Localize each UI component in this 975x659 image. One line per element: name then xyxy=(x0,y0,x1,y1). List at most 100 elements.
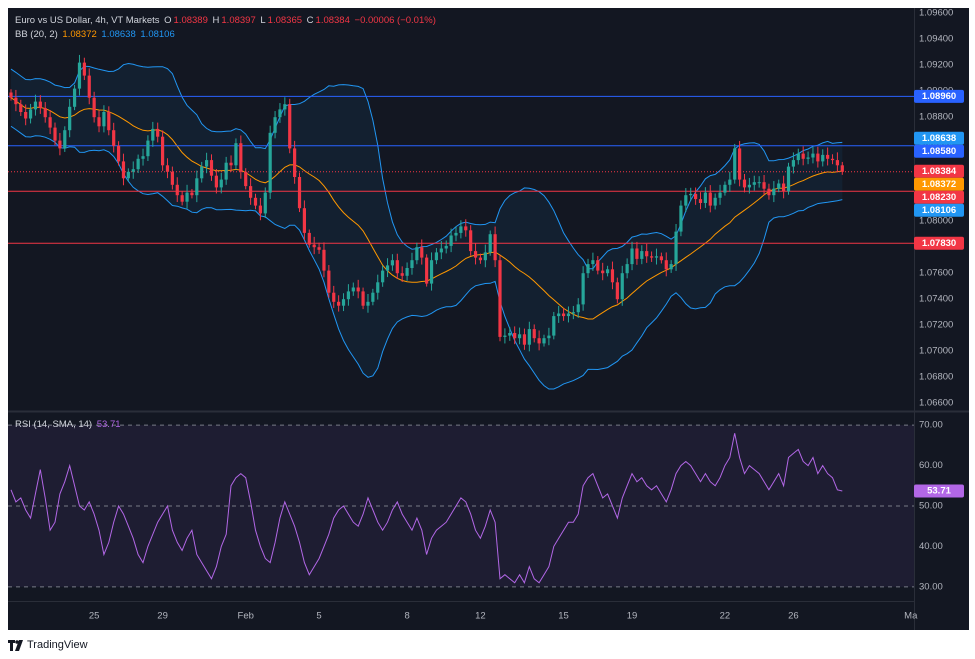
rsi-label[interactable]: RSI (14, SMA, 14) xyxy=(15,419,93,430)
candle-body xyxy=(278,109,282,118)
candle-body xyxy=(420,247,424,258)
tradingview-brand[interactable]: TradingView xyxy=(27,639,88,651)
time-axis-tick: 15 xyxy=(558,611,569,622)
candle-body xyxy=(385,265,390,271)
candle-body xyxy=(654,256,659,258)
candle-body xyxy=(234,143,238,166)
candle-body xyxy=(337,301,341,306)
candle-body xyxy=(381,270,385,283)
candle-body xyxy=(454,232,458,236)
price-label-6-box xyxy=(914,203,964,217)
candle-body xyxy=(698,199,703,203)
candle-body xyxy=(615,282,619,300)
rsi-axis-tick: 30.00 xyxy=(919,581,943,592)
candle-body xyxy=(767,188,771,196)
candle-body xyxy=(151,128,155,141)
candle-body xyxy=(87,75,91,98)
price-axis-tick: 1.08000 xyxy=(919,216,953,227)
price-label-7-box xyxy=(914,236,964,250)
bb-label[interactable]: BB (20, 2) xyxy=(15,29,58,40)
candle-body xyxy=(244,171,248,187)
candle-body xyxy=(327,270,331,293)
price-label-4-text: 1.08372 xyxy=(922,179,956,190)
candle-body xyxy=(796,153,800,161)
candle-body xyxy=(449,235,453,246)
price-axis-tick: 1.07600 xyxy=(919,268,953,279)
rsi-axis-tick: 70.00 xyxy=(919,420,943,431)
price-label-3-box xyxy=(914,164,964,178)
candle-body xyxy=(229,162,233,166)
price-label-1-text: 1.08638 xyxy=(922,133,956,144)
low-label: L xyxy=(260,15,266,26)
candle-body xyxy=(772,188,776,196)
candle-body xyxy=(82,62,86,76)
candle-body xyxy=(503,335,507,337)
candle-body xyxy=(136,158,140,170)
candle-body xyxy=(165,165,170,172)
price-label-7-text: 1.07830 xyxy=(922,238,956,249)
candle-body xyxy=(322,249,326,271)
rsi-value-label-text: 53.71 xyxy=(927,486,951,497)
time-axis-tick: 19 xyxy=(627,611,638,622)
candle-body xyxy=(640,251,644,259)
candle-body xyxy=(24,112,28,119)
price-label-0-box xyxy=(914,89,964,103)
candle-body xyxy=(703,192,707,203)
candle-body xyxy=(341,299,346,306)
candle-body xyxy=(63,130,67,149)
candle-body xyxy=(43,108,47,118)
candle-body xyxy=(835,160,840,166)
price-axis-tick: 1.09400 xyxy=(919,34,953,45)
price-axis-tick: 1.07200 xyxy=(919,320,953,331)
price-label-6-text: 1.08106 xyxy=(922,205,956,216)
candle-body xyxy=(601,270,605,274)
candle-body xyxy=(175,184,179,196)
candle-body xyxy=(786,166,791,192)
candle-body xyxy=(395,260,399,274)
bb-band-fill xyxy=(11,63,843,389)
price-axis-tick: 1.08800 xyxy=(919,112,953,123)
candle-body xyxy=(733,148,737,180)
price-axis-tick: 1.09600 xyxy=(919,8,953,19)
candle-body xyxy=(645,251,649,257)
candle-body xyxy=(527,329,531,345)
candle-body xyxy=(747,184,751,188)
candle-body xyxy=(517,334,522,339)
price-label-2: 1.08580 xyxy=(914,144,964,158)
candle-body xyxy=(752,182,756,185)
candle-body xyxy=(141,156,145,159)
bb-basis-value: 1.08372 xyxy=(62,29,97,40)
candle-body xyxy=(493,234,497,261)
candle-body xyxy=(48,117,52,128)
candle-body xyxy=(469,230,473,252)
time-axis-tick: 12 xyxy=(475,611,486,622)
price-label-5: 1.08230 xyxy=(914,190,964,204)
candle-body xyxy=(273,117,277,133)
time-axis-tick: 8 xyxy=(404,611,409,622)
candle-body xyxy=(581,273,585,305)
bb-lower-value: 1.08106 xyxy=(140,29,175,40)
candle-body xyxy=(19,104,23,112)
open-label: O xyxy=(164,15,172,26)
time-axis-tick: 22 xyxy=(720,611,731,622)
candle-body xyxy=(728,179,732,185)
candle-body xyxy=(366,301,370,306)
candle-body xyxy=(718,192,722,198)
candle-body xyxy=(742,179,747,188)
time-axis-tick: 26 xyxy=(788,611,799,622)
candle-body xyxy=(513,333,517,339)
symbol-title[interactable]: Euro vs US Dollar, 4h, VT Markets xyxy=(15,15,160,26)
candle-body xyxy=(410,260,414,268)
tradingview-logo-icon[interactable] xyxy=(8,639,24,651)
candle-body xyxy=(434,252,439,261)
candle-body xyxy=(542,338,546,344)
candle-body xyxy=(552,316,556,336)
candle-body xyxy=(649,256,654,258)
candle-body xyxy=(68,106,72,131)
candle-body xyxy=(77,62,82,89)
chart-canvas[interactable]: 1.096001.094001.092001.090001.088001.086… xyxy=(8,8,969,630)
candle-body xyxy=(659,256,663,261)
candle-body xyxy=(605,269,610,274)
rsi-value-label-box xyxy=(914,484,964,498)
